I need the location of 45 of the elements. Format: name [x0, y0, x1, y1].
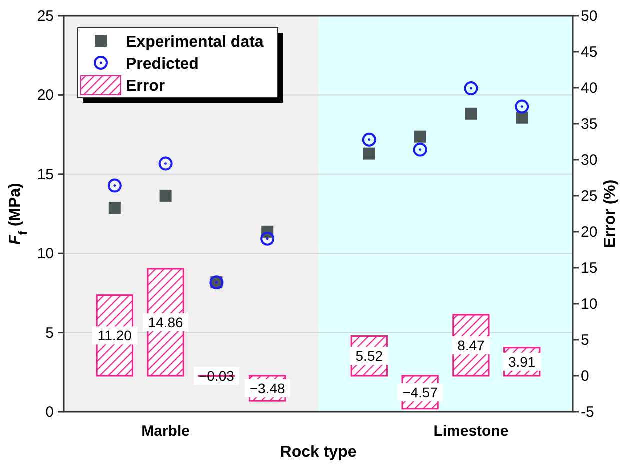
data-label: 3.91: [508, 354, 536, 370]
y2-tick-label: 40: [581, 80, 598, 97]
y2-axis-title: Error (%): [602, 180, 619, 248]
x-axis-title: Rock type: [280, 444, 357, 461]
y2-tick-label: 30: [581, 152, 598, 169]
data-label: 14.86: [148, 314, 184, 331]
y-tick-label: 15: [37, 166, 54, 184]
point: [108, 202, 121, 214]
y2-tick-label: 0: [581, 368, 590, 385]
y2-tick-label: 15: [581, 260, 598, 277]
legend-label: Error: [126, 78, 166, 95]
y2-tick-label: 35: [581, 116, 598, 133]
y2-tick-label: 10: [581, 296, 598, 313]
y-tick-label: 0: [46, 404, 54, 421]
data-label: 5.52: [356, 348, 384, 364]
y-tick-label: 25: [37, 8, 54, 25]
point: [108, 178, 122, 193]
point: [516, 112, 528, 124]
point: [363, 148, 376, 160]
point: [413, 142, 428, 157]
y-tick-label: 10: [37, 246, 54, 263]
x-tick-label: Limestone: [434, 423, 509, 440]
y2-tick-label: 25: [581, 188, 598, 205]
y-tick-label: 5: [46, 324, 54, 342]
point: [160, 190, 172, 202]
point: [515, 100, 530, 114]
data-label: −3.48: [250, 380, 286, 397]
y2-tick-label: 50: [581, 8, 598, 25]
point: [158, 156, 173, 171]
y-tick-label: 20: [37, 87, 54, 104]
data-label: 11.20: [98, 328, 132, 344]
y2-tick-label: 45: [581, 44, 598, 61]
data-label: −4.57: [402, 384, 438, 400]
y2-tick-label: 5: [581, 332, 590, 349]
legend-label: Experimental data: [126, 34, 264, 51]
y2-tick-label: -5: [581, 404, 594, 421]
y2-tick-label: 20: [581, 224, 598, 241]
legend-label: Predicted: [126, 56, 199, 73]
point: [362, 132, 376, 147]
point: [465, 108, 478, 120]
point: [414, 130, 426, 143]
point: [260, 232, 275, 246]
data-label: 8.47: [458, 338, 486, 354]
point: [464, 82, 478, 96]
x-tick-label: Marble: [142, 423, 190, 440]
